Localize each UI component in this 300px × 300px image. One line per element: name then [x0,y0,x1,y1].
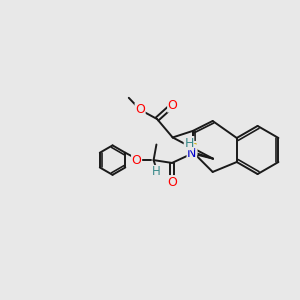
Text: N: N [187,146,196,160]
Text: O: O [132,154,142,166]
Text: S: S [189,142,197,154]
Text: O: O [167,176,177,189]
Text: O: O [135,103,145,116]
Text: H: H [152,166,161,178]
Text: O: O [168,99,178,112]
Text: H: H [184,136,194,150]
